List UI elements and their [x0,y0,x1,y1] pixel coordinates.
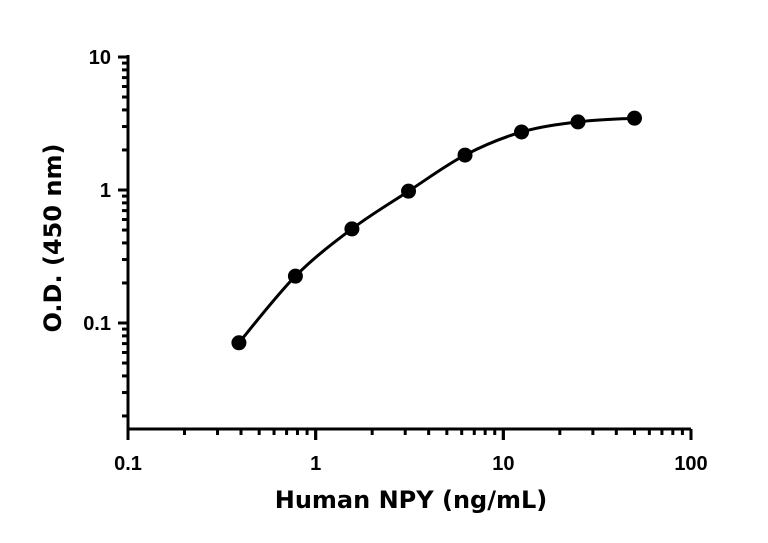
y-tick-label: 1 [100,180,111,202]
y-tick-label: 10 [89,47,111,69]
data-point [514,124,530,140]
data-point [627,110,643,126]
data-point [344,221,360,237]
data-points [231,110,643,351]
data-point [457,147,473,163]
x-axis-title: Human NPY (ng/mL) [275,486,548,514]
y-axis-tick-labels: 0.1 1 10 [83,47,111,335]
data-point [401,183,417,199]
x-axis-tick-labels: 0.1 1 10 100 [114,453,708,475]
x-axis-ticks [126,429,693,440]
x-tick-label: 100 [674,453,707,475]
y-axis-title: O.D. (450 nm) [39,144,67,333]
data-point [231,335,247,351]
data-point [570,114,586,130]
x-tick-label: 10 [492,453,514,475]
x-tick-label: 1 [310,453,321,475]
data-point [287,268,303,284]
fit-curve [237,116,635,344]
y-tick-label: 0.1 [83,313,111,335]
x-tick-label: 0.1 [114,453,142,475]
